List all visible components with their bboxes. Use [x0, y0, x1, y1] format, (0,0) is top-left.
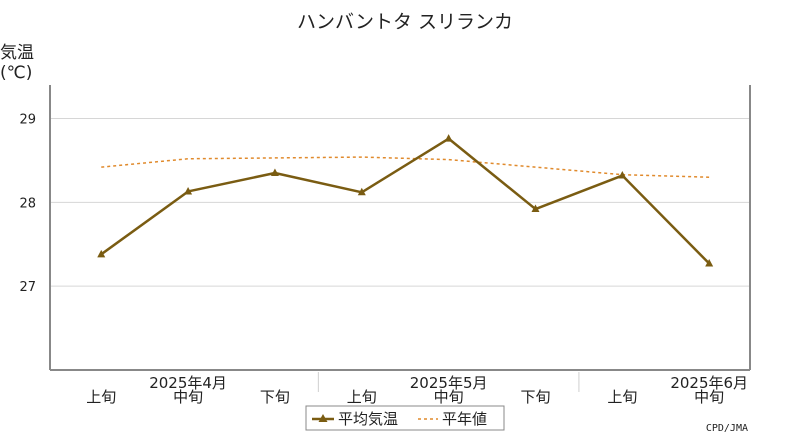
x-category-label: 上旬 — [607, 388, 637, 406]
x-category-label: 下旬 — [260, 388, 290, 406]
y-axis-label: 気温 — [0, 43, 34, 63]
credit-label: CPD/JMA — [706, 423, 748, 434]
x-category-label: 中旬 — [694, 388, 724, 406]
series-mean-point — [357, 187, 366, 196]
series-mean-line — [100, 137, 711, 265]
legend: 平均気温 平年値 — [305, 405, 505, 431]
x-category-label: 中旬 — [434, 388, 464, 406]
series-mean-point — [184, 186, 193, 195]
x-month-label: 2025年4月 — [149, 374, 227, 392]
x-category-label: 上旬 — [86, 388, 116, 406]
x-category-labels: 上旬 中旬 下旬 上旬 中旬 下旬 上旬 中旬 — [86, 388, 724, 406]
month-separators — [317, 372, 580, 392]
x-category-label: 下旬 — [520, 388, 550, 406]
series-mean-point — [705, 259, 714, 267]
x-month-labels: 2025年4月 2025年5月 2025年6月 — [149, 374, 748, 392]
series-mean — [97, 134, 714, 267]
y-tick-label: 29 — [19, 113, 36, 128]
legend-normal-label: 平年値 — [442, 410, 487, 428]
y-tick-label: 27 — [19, 280, 36, 295]
legend-mean-label: 平均気温 — [338, 410, 398, 428]
y-axis-unit: (℃) — [0, 63, 32, 83]
x-month-label: 2025年5月 — [410, 374, 488, 392]
series-mean-point — [531, 204, 540, 213]
y-tick-labels: 27 28 29 — [19, 113, 36, 296]
y-tick-label: 28 — [19, 196, 36, 211]
series-mean-point — [618, 171, 627, 179]
gridlines — [50, 118, 750, 287]
series-mean-point — [444, 134, 453, 142]
x-category-label: 上旬 — [347, 388, 377, 406]
x-month-label: 2025年6月 — [670, 374, 748, 392]
legend-box — [305, 405, 505, 431]
legend-mean-marker — [318, 414, 328, 422]
x-category-label: 中旬 — [173, 388, 203, 406]
series-mean-point — [97, 249, 106, 258]
series-mean-point — [270, 168, 279, 177]
chart-title: ハンバントタ スリランカ — [297, 11, 513, 33]
